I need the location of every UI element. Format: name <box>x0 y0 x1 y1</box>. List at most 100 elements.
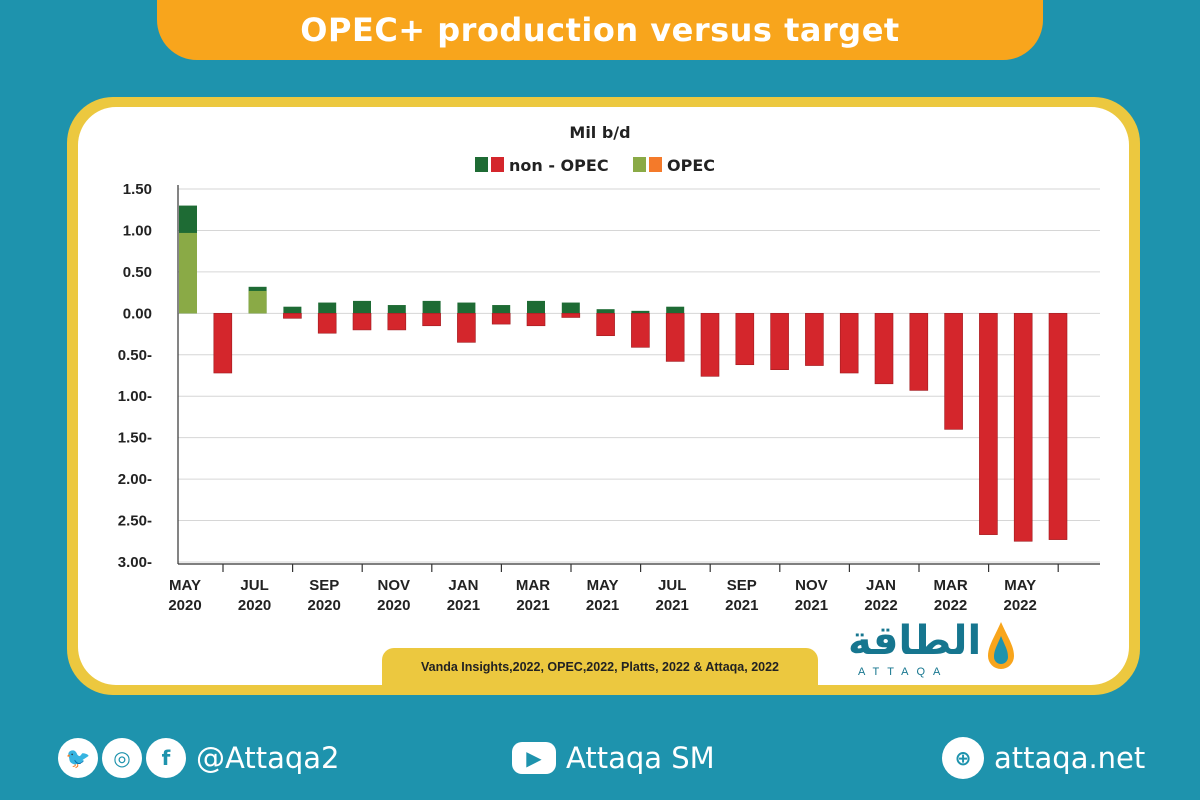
legend-label: OPEC <box>667 156 715 175</box>
bar-non-opec <box>422 300 441 314</box>
legend-label: non - OPEC <box>509 156 609 175</box>
bar-negative <box>422 313 441 327</box>
bar-negative <box>944 313 963 430</box>
y-tick-label: 1.00- <box>118 388 152 405</box>
x-tick-year: 2021 <box>656 597 689 614</box>
x-tick-month: JAN <box>448 577 478 594</box>
x-tick-month: NOV <box>795 577 828 594</box>
bar-non-opec <box>527 300 545 314</box>
x-tick-month: MAY <box>1004 577 1036 594</box>
bar-negative <box>979 313 998 535</box>
x-tick-month: MAR <box>516 577 550 594</box>
y-tick-label: 1.50 <box>123 181 152 198</box>
bar-non-opec <box>353 300 371 314</box>
website-link[interactable]: attaqa.net <box>994 741 1146 775</box>
x-tick-month: MAY <box>169 577 201 594</box>
bar-negative <box>596 313 615 337</box>
y-tick-label: 0.50 <box>123 264 152 281</box>
facebook-icon[interactable]: f <box>146 738 186 778</box>
bar-negative <box>457 313 476 343</box>
x-tick-year: 2021 <box>586 597 619 614</box>
x-tick-month: JAN <box>866 577 896 594</box>
bar-non-opec <box>283 306 302 314</box>
youtube-channel[interactable]: Attaqa SM <box>566 741 715 775</box>
bar-non-opec <box>492 305 511 314</box>
bar-non-opec <box>631 310 650 314</box>
y-tick-label: 0.50- <box>118 347 152 364</box>
y-tick-label: 2.50- <box>118 513 152 530</box>
bar-non-opec <box>561 302 580 314</box>
bar-negative <box>1048 313 1068 540</box>
x-tick-month: JUL <box>240 577 268 594</box>
bar-negative <box>631 313 650 348</box>
bar-negative <box>283 313 302 319</box>
bar-negative <box>839 313 859 374</box>
logo-text: الطاقة <box>848 618 982 664</box>
bar-negative <box>387 313 407 331</box>
x-tick-year: 2022 <box>934 597 967 614</box>
bar-negative <box>700 313 720 377</box>
bar-opec <box>179 232 197 314</box>
x-tick-year: 2022 <box>864 597 897 614</box>
bar-negative <box>909 313 929 391</box>
x-tick-month: NOV <box>378 577 411 594</box>
x-tick-year: 2021 <box>725 597 758 614</box>
x-tick-month: SEP <box>727 577 757 594</box>
bar-negative <box>491 313 511 325</box>
bar-opec <box>248 290 267 314</box>
y-tick-label: 1.50- <box>118 430 152 447</box>
y-tick-label: 2.00- <box>118 471 152 488</box>
x-tick-month: SEP <box>309 577 339 594</box>
bar-negative <box>1013 313 1033 542</box>
footer-website: ⊕ attaqa.net <box>942 730 1145 786</box>
y-tick-label: 1.00 <box>123 222 152 239</box>
x-tick-year: 2021 <box>447 597 480 614</box>
page-title: OPEC+ production versus target <box>300 11 900 49</box>
legend-swatch <box>491 157 504 172</box>
bar-negative <box>561 313 581 318</box>
bar-negative <box>526 313 546 327</box>
social-handle[interactable]: @Attaqa2 <box>196 741 340 775</box>
legend-swatch <box>649 157 662 172</box>
bar-negative <box>735 313 755 366</box>
instagram-icon[interactable]: ◎ <box>102 738 142 778</box>
globe-icon[interactable]: ⊕ <box>942 737 984 779</box>
x-tick-month: MAR <box>934 577 968 594</box>
bar-negative <box>213 313 233 374</box>
bar-non-opec <box>457 302 476 314</box>
bar-non-opec <box>318 302 337 314</box>
bar-negative <box>770 313 789 370</box>
y-axis-label: Mil b/d <box>569 123 630 142</box>
x-tick-year: 2020 <box>377 597 410 614</box>
legend-swatch <box>475 157 488 172</box>
bar-negative <box>317 313 337 334</box>
x-tick-month: MAY <box>587 577 619 594</box>
x-tick-year: 2020 <box>168 597 201 614</box>
y-tick-label: 0.00 <box>123 305 152 322</box>
x-tick-year: 2021 <box>516 597 549 614</box>
bar-negative <box>352 313 372 331</box>
legend-swatch <box>633 157 646 172</box>
bar-non-opec <box>666 306 685 314</box>
source-note: Vanda Insights,2022, OPEC,2022, Platts, … <box>382 648 818 686</box>
y-tick-label: 3.00- <box>118 554 152 571</box>
bar-negative <box>665 313 685 362</box>
x-tick-year: 2021 <box>795 597 828 614</box>
x-tick-year: 2022 <box>1004 597 1037 614</box>
footer-social: 🐦 ◎ f @Attaqa2 <box>58 730 339 786</box>
x-tick-month: JUL <box>658 577 686 594</box>
bar-non-opec <box>387 305 406 314</box>
x-tick-year: 2020 <box>238 597 271 614</box>
drop-icon <box>988 622 1014 669</box>
bar-negative <box>874 313 894 385</box>
twitter-icon[interactable]: 🐦 <box>58 738 98 778</box>
x-tick-year: 2020 <box>308 597 341 614</box>
footer-youtube: ▶ Attaqa SM <box>512 730 715 786</box>
bar-negative <box>805 313 824 366</box>
youtube-icon[interactable]: ▶ <box>512 742 556 774</box>
bar-non-opec <box>596 309 615 314</box>
attaqa-logo: الطاقة ATTAQA <box>848 618 1028 688</box>
logo-subtitle: ATTAQA <box>858 666 949 678</box>
title-banner: OPEC+ production versus target <box>157 0 1043 60</box>
